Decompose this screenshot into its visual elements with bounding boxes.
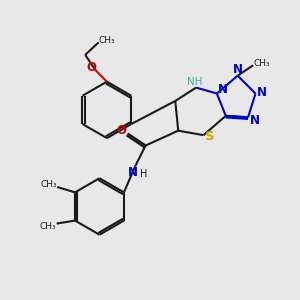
Text: NH: NH: [187, 76, 202, 87]
Text: H: H: [140, 169, 147, 179]
Text: CH₃: CH₃: [40, 222, 57, 231]
Text: O: O: [86, 61, 96, 74]
Text: N: N: [233, 63, 243, 76]
Text: N: N: [257, 85, 267, 98]
Text: CH₃: CH₃: [253, 59, 270, 68]
Text: O: O: [116, 124, 126, 137]
Text: N: N: [250, 114, 260, 128]
Text: N: N: [218, 82, 228, 96]
Text: CH₃: CH₃: [99, 35, 115, 44]
Text: CH₃: CH₃: [40, 180, 57, 189]
Text: S: S: [205, 130, 214, 143]
Text: N: N: [128, 166, 138, 179]
